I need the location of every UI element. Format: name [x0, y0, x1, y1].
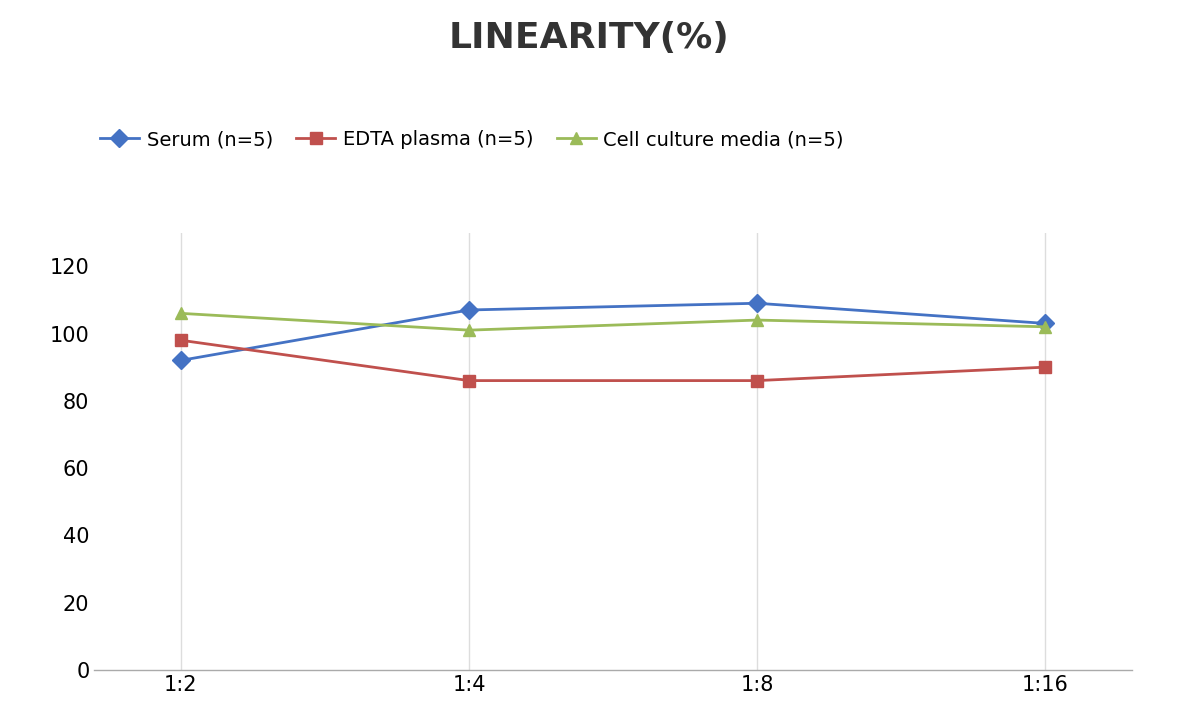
Text: LINEARITY(%): LINEARITY(%) [449, 21, 730, 55]
Legend: Serum (n=5), EDTA plasma (n=5), Cell culture media (n=5): Serum (n=5), EDTA plasma (n=5), Cell cul… [92, 123, 851, 157]
